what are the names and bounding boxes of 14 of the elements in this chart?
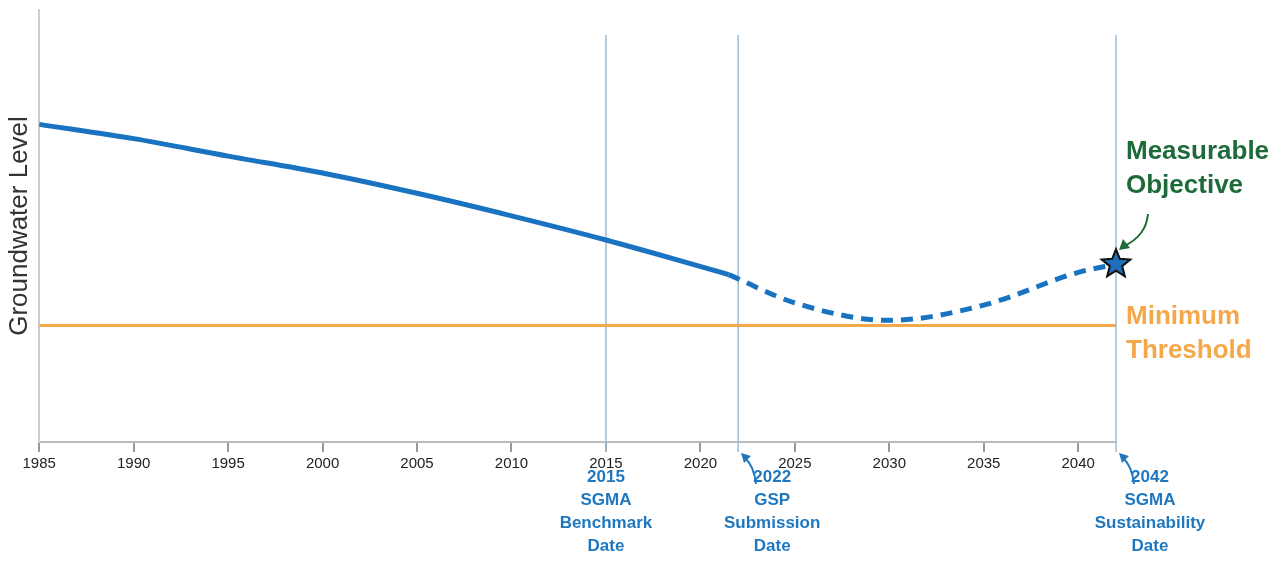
ref-line-label: Minimum Threshold bbox=[1126, 299, 1252, 364]
x-tick-label: 2030 bbox=[872, 454, 906, 472]
x-tick-label: 1985 bbox=[22, 454, 56, 472]
y-axis-title: Groundwater Level bbox=[2, 116, 33, 336]
annotation: Measurable Objective bbox=[1126, 135, 1270, 200]
ref-line-label: 2015 SGMA Benchmark Date bbox=[559, 467, 653, 556]
x-tick-label: 2020 bbox=[683, 454, 718, 472]
x-tick-label: 2040 bbox=[1061, 454, 1095, 472]
x-tick-label: 2005 bbox=[400, 454, 434, 472]
x-tick-label: 1990 bbox=[116, 454, 151, 472]
x-tick-label: 1995 bbox=[211, 454, 245, 472]
x-tick-label: 2035 bbox=[967, 454, 1001, 472]
x-tick-label: 2010 bbox=[494, 454, 529, 472]
x-tick-label: 2000 bbox=[305, 454, 340, 472]
